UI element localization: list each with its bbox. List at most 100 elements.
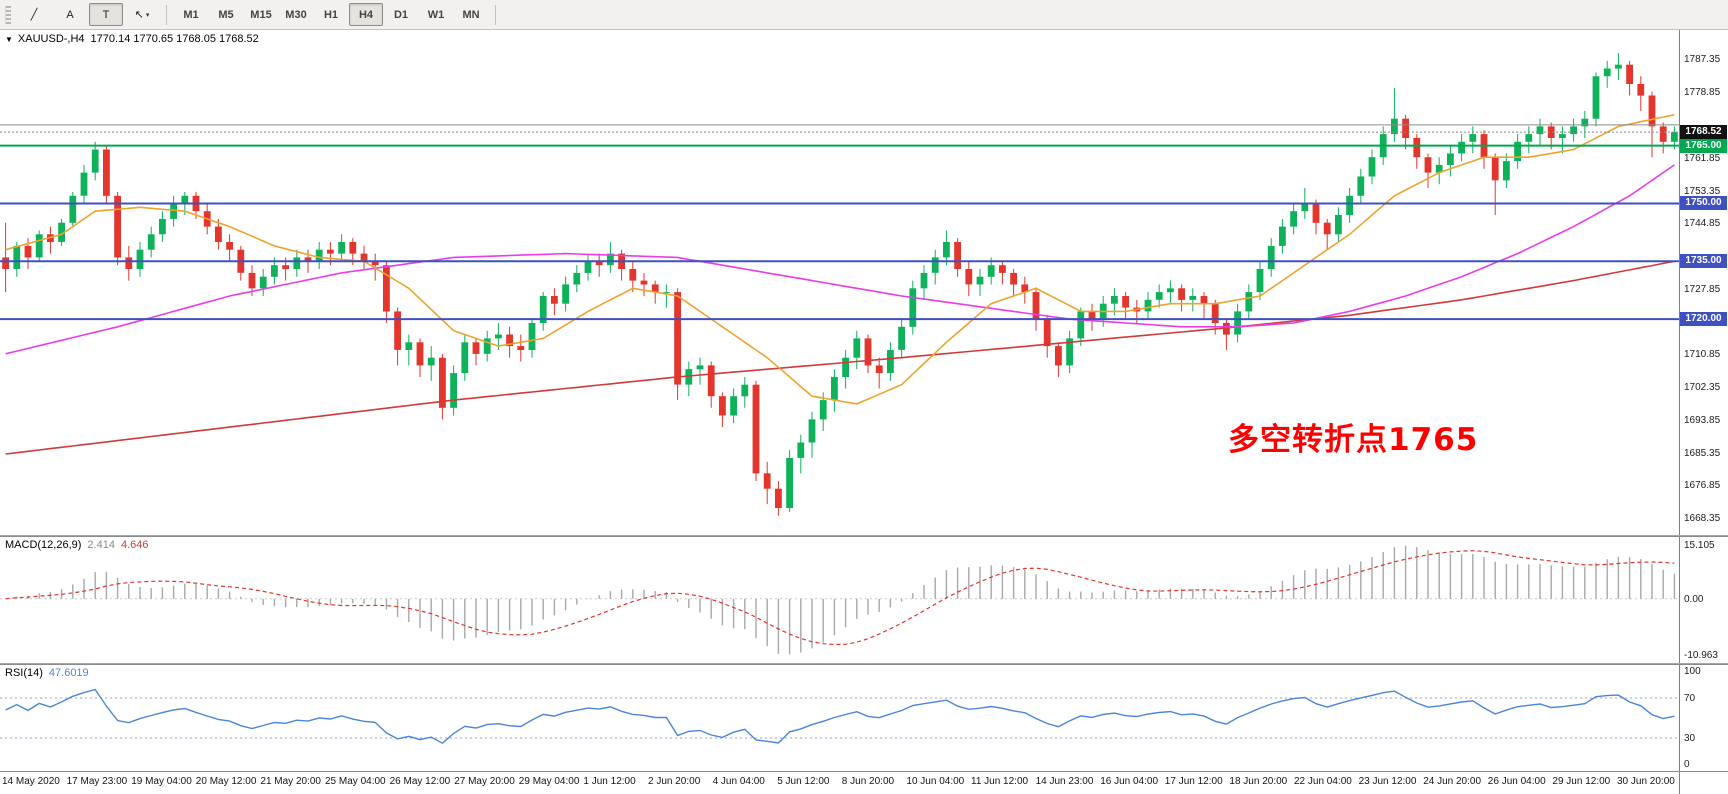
macd-main-value: 2.414	[87, 539, 115, 551]
price-badge: 1768.52	[1680, 125, 1727, 140]
toolbar: ╱ A T ↖ ▾ M1 M5 M15 M30 H1 H4 D1 W1 MN	[0, 0, 1728, 30]
time-label: 20 May 12:00	[195, 776, 257, 787]
time-label: 4 Jun 04:00	[712, 776, 765, 787]
macd-plot[interactable]: MACD(12,26,9) 2.414 4.646	[0, 537, 1679, 663]
chart-header: ▼ XAUUSD-,H4 1770.14 1770.65 1768.05 176…	[5, 33, 259, 45]
drawing-tools-group: ╱ A T ↖ ▾	[17, 3, 159, 26]
timeframe-button-mn[interactable]: MN	[462, 8, 480, 21]
time-label: 21 May 20:00	[260, 776, 321, 787]
text-label-tool-button[interactable]: T	[89, 3, 123, 26]
time-label: 2 Jun 20:00	[648, 776, 701, 787]
timeframe-button-m1[interactable]: M1	[183, 8, 199, 21]
price-tick: 1761.85	[1684, 152, 1721, 164]
rsi-tick: 0	[1684, 759, 1690, 770]
main-chart-canvas[interactable]	[0, 30, 1679, 535]
axis-corner	[1679, 772, 1728, 794]
macd-tick: 15.105	[1684, 540, 1715, 551]
macd-axis[interactable]: 15.105 0.00 -10.963	[1679, 537, 1728, 663]
price-tick: 1702.35	[1684, 382, 1721, 394]
time-label: 26 May 12:00	[389, 776, 451, 787]
macd-panel: MACD(12,26,9) 2.414 4.646 15.105 0.00 -10.…	[0, 537, 1728, 663]
macd-name: MACD(12,26,9)	[5, 539, 82, 551]
macd-signal-value: 4.646	[120, 539, 149, 551]
rsi-plot[interactable]: RSI(14) 47.6019	[0, 665, 1679, 771]
rsi-tick: 100	[1684, 666, 1701, 677]
price-badge: 1735.00	[1680, 254, 1727, 269]
time-label: 11 Jun 12:00	[971, 776, 1029, 787]
macd-label: MACD(12,26,9) 2.414 4.646	[5, 539, 148, 551]
collapse-triangle-icon[interactable]: ▼	[5, 34, 13, 44]
time-label: 18 Jun 20:00	[1229, 776, 1288, 787]
macd-canvas[interactable]	[0, 537, 1679, 663]
time-label: 22 Jun 04:00	[1294, 776, 1352, 787]
main-chart-panel: ▼ XAUUSD-,H4 1770.14 1770.65 1768.05 176…	[0, 30, 1728, 535]
timeframe-button-m15[interactable]: M15	[250, 8, 272, 21]
toolbar-grip[interactable]	[5, 5, 11, 24]
rsi-tick: 70	[1684, 693, 1696, 704]
ohlc-values: 1770.14 1770.65 1768.05 1768.52	[90, 33, 259, 45]
timeframe-button-h1[interactable]: H1	[323, 8, 339, 21]
price-tick: 1753.35	[1684, 185, 1721, 197]
timeframe-button-w1[interactable]: W1	[427, 8, 445, 21]
rsi-tick: 30	[1684, 733, 1696, 744]
time-label: 10 Jun 04:00	[906, 776, 965, 787]
time-label: 26 Jun 04:00	[1487, 776, 1546, 787]
time-label: 17 May 23:00	[66, 776, 128, 787]
price-tick: 1727.85	[1684, 283, 1721, 295]
panel-separator[interactable]	[0, 663, 1728, 665]
price-tick: 1676.85	[1684, 480, 1721, 492]
time-label: 29 May 04:00	[518, 776, 580, 787]
toolbar-separator	[495, 4, 496, 25]
cursor-tool-button[interactable]: ↖ ▾	[134, 9, 150, 21]
symbol-timeframe-label: XAUUSD-,H4	[17, 33, 85, 45]
toolbar-separator	[166, 4, 167, 25]
time-label: 30 Jun 20:00	[1617, 776, 1675, 787]
time-label: 23 Jun 12:00	[1358, 776, 1417, 787]
price-tick: 1787.35	[1684, 54, 1721, 66]
chart-text-annotation[interactable]: 多空转折点1765	[1228, 422, 1479, 458]
time-label: 17 Jun 12:00	[1164, 776, 1223, 787]
time-label: 14 Jun 23:00	[1035, 776, 1094, 787]
price-tick: 1744.85	[1684, 218, 1721, 230]
rsi-value: 47.6019	[48, 667, 89, 679]
timeframes-group: M1 M5 M15 M30 H1 H4 D1 W1 MN	[174, 3, 488, 26]
time-label: 8 Jun 20:00	[841, 776, 895, 787]
time-label: 29 Jun 12:00	[1552, 776, 1611, 787]
timeframe-button-h4[interactable]: H4	[349, 3, 383, 26]
time-label: 14 May 2020	[2, 776, 60, 787]
rsi-name: RSI(14)	[5, 667, 43, 679]
dropdown-caret-icon: ▾	[145, 11, 150, 19]
panel-separator[interactable]	[0, 535, 1728, 537]
timeframe-button-m30[interactable]: M30	[285, 8, 307, 21]
time-label: 5 Jun 12:00	[777, 776, 830, 787]
main-chart-plot[interactable]: ▼ XAUUSD-,H4 1770.14 1770.65 1768.05 176…	[0, 30, 1679, 535]
time-labels: 14 May 2020 17 May 23:00 19 May 04:00 20 Ma…	[0, 772, 1679, 794]
timeframe-button-m5[interactable]: M5	[218, 8, 234, 21]
rsi-axis[interactable]: 100 70 30 0	[1679, 665, 1728, 771]
timeframe-button-d1[interactable]: D1	[393, 8, 409, 21]
price-tick: 1668.35	[1684, 513, 1721, 525]
rsi-label: RSI(14) 47.6019	[5, 667, 89, 679]
time-axis[interactable]: 14 May 2020 17 May 23:00 19 May 04:00 20 Ma…	[0, 771, 1728, 794]
price-tick: 1693.85	[1684, 414, 1721, 426]
time-label: 24 Jun 20:00	[1423, 776, 1482, 787]
macd-tick: -10.963	[1684, 650, 1718, 661]
price-axis[interactable]: 1765.00 1750.00 1735.00 1720.00 1787.35 1778.…	[1679, 30, 1728, 535]
price-tick: 1685.35	[1684, 447, 1721, 459]
macd-tick: 0.00	[1684, 593, 1704, 605]
rsi-canvas[interactable]	[0, 665, 1679, 771]
time-label: 1 Jun 12:00	[583, 776, 636, 787]
time-label: 19 May 04:00	[131, 776, 192, 787]
price-tick: 1710.85	[1684, 349, 1721, 361]
price-badge: 1720.00	[1680, 312, 1727, 327]
price-tick: 1778.85	[1684, 87, 1721, 99]
time-label: 16 Jun 04:00	[1100, 776, 1159, 787]
trendline-tool-button[interactable]: ╱	[30, 9, 38, 21]
time-label: 25 May 04:00	[325, 776, 386, 787]
time-label: 27 May 20:00	[454, 776, 515, 787]
price-badge: 1765.00	[1680, 138, 1727, 153]
rsi-panel: RSI(14) 47.6019 100 70 30 0	[0, 665, 1728, 771]
text-tool-button[interactable]: A	[66, 8, 74, 21]
price-badge: 1750.00	[1680, 196, 1727, 211]
